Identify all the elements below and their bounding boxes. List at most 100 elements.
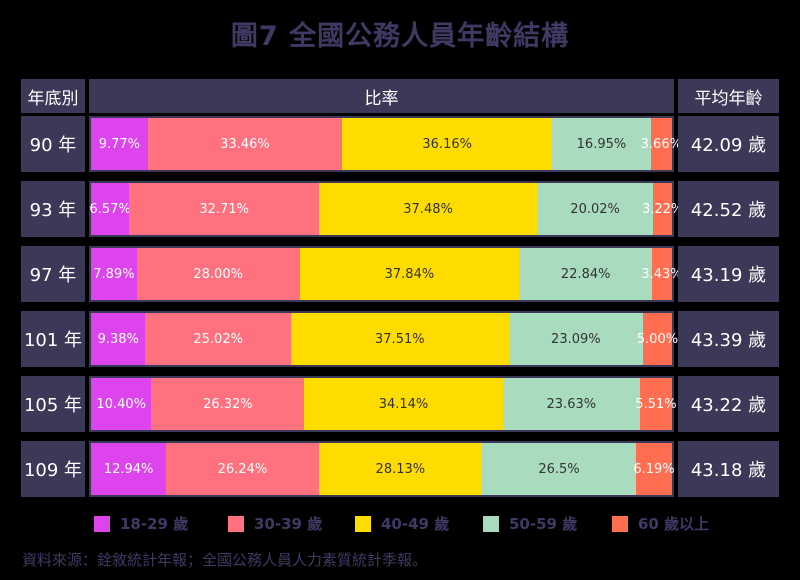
- stacked-bar: 6.57% 32.71% 37.48% 20.02% 3.22%: [89, 183, 683, 235]
- bar-segment-40-49: 37.84%: [299, 248, 520, 300]
- data-label: 9.38%: [97, 331, 139, 347]
- stacked-bar: 9.38% 25.02% 37.51% 23.09% 5.00%: [91, 313, 678, 365]
- data-label: 7.89%: [93, 266, 135, 282]
- bar-segment-50-59: 23.63%: [502, 378, 640, 430]
- source-note: 資料來源：銓敘統計年報；全國公務人員人力素質統計季報。: [22, 551, 428, 569]
- bar-segment-18-29: 6.57%: [89, 183, 131, 235]
- bar-segment-30-39: 28.00%: [136, 248, 300, 300]
- bar-segment-30-39: 26.24%: [166, 443, 319, 495]
- data-label: 20.02%: [570, 201, 620, 217]
- bar-row: 7.89% 28.00% 37.84% 22.84% 3.43%: [89, 246, 683, 302]
- stacked-bar: 12.94% 26.24% 28.13% 26.5% 6.19%: [91, 443, 675, 495]
- bar-segment-40-49: 28.13%: [318, 443, 483, 495]
- legend-swatch: [483, 515, 499, 532]
- data-label: 10.40%: [96, 396, 146, 412]
- stacked-bar: 10.40% 26.32% 34.14% 23.63% 5.51%: [91, 378, 677, 430]
- bar-segment-40-49: 37.48%: [319, 183, 537, 235]
- data-label: 12.94%: [103, 461, 154, 477]
- bar-row: 9.77% 33.46% 36.16% 16.95% 3.66%: [89, 116, 682, 172]
- data-label: 25.02%: [193, 331, 243, 347]
- data-label: 3.22%: [641, 201, 684, 217]
- bar-segment-60-plus: 3.43%: [641, 248, 683, 300]
- data-label: 16.95%: [576, 136, 627, 152]
- row-average-age: 43.39 歲: [678, 311, 779, 367]
- data-label: 26.24%: [217, 461, 268, 477]
- bar-segment-50-59: 22.84%: [519, 248, 653, 300]
- bar-segment-18-29: 12.94%: [91, 443, 167, 495]
- data-label: 37.48%: [403, 201, 453, 217]
- data-label: 5.51%: [635, 396, 677, 412]
- legend-label: 50-59 歲: [509, 515, 578, 533]
- header-ratio: 比率: [89, 79, 674, 113]
- legend-item-30-39: 30-39 歲: [228, 513, 322, 534]
- legend-label: 18-29 歲: [120, 515, 189, 533]
- bar-segment-18-29: 9.77%: [91, 118, 148, 170]
- row-average-age: 43.19 歲: [678, 246, 779, 302]
- bar-segment-30-39: 26.32%: [151, 378, 305, 430]
- bar-segment-50-59: 16.95%: [552, 118, 651, 170]
- data-label: 6.19%: [633, 461, 675, 477]
- bar-segment-18-29: 10.40%: [91, 378, 152, 430]
- row-year-label: 93 年: [21, 181, 85, 237]
- data-label: 37.51%: [375, 331, 425, 347]
- bar-segment-60-plus: 5.00%: [637, 313, 678, 365]
- row-year-label: 90 年: [21, 116, 85, 172]
- data-label: 37.84%: [384, 266, 435, 282]
- legend-item-60-plus: 60 歲以上: [612, 513, 709, 534]
- bar-row: 9.38% 25.02% 37.51% 23.09% 5.00%: [89, 311, 678, 367]
- bar-segment-60-plus: 3.22%: [642, 183, 683, 235]
- row-year-label: 109 年: [21, 441, 85, 497]
- bar-segment-50-59: 20.02%: [536, 183, 654, 235]
- data-label: 5.00%: [636, 331, 679, 347]
- data-label: 36.16%: [422, 136, 472, 152]
- bar-segment-50-59: 26.5%: [482, 443, 636, 495]
- data-label: 28.13%: [375, 461, 426, 477]
- stacked-bar: 9.77% 33.46% 36.16% 16.95% 3.66%: [91, 118, 682, 170]
- bar-segment-50-59: 23.09%: [508, 313, 643, 365]
- bar-segment-40-49: 37.51%: [290, 313, 509, 365]
- bar-segment-30-39: 33.46%: [147, 118, 343, 170]
- bar-row: 12.94% 26.24% 28.13% 26.5% 6.19%: [89, 441, 675, 497]
- data-label: 26.5%: [538, 461, 580, 477]
- stacked-bar: 7.89% 28.00% 37.84% 22.84% 3.43%: [91, 248, 683, 300]
- legend-swatch: [612, 515, 628, 532]
- data-label: 9.77%: [98, 136, 141, 152]
- bar-row: 6.57% 32.71% 37.48% 20.02% 3.22%: [89, 181, 683, 237]
- bar-segment-60-plus: 3.66%: [641, 118, 682, 170]
- bar-segment-60-plus: 6.19%: [633, 443, 675, 495]
- legend: 18-29 歲 30-39 歲 40-49 歲 50-59 歲 60 歲以上: [0, 513, 800, 537]
- legend-swatch: [355, 515, 371, 532]
- data-label: 6.57%: [89, 201, 131, 217]
- legend-label: 40-49 歲: [381, 515, 450, 533]
- legend-swatch: [228, 515, 244, 532]
- data-label: 22.84%: [560, 266, 611, 282]
- bar-segment-18-29: 7.89%: [91, 248, 137, 300]
- row-average-age: 43.22 歲: [678, 376, 779, 432]
- legend-item-50-59: 50-59 歲: [483, 513, 577, 534]
- legend-label: 30-39 歲: [254, 515, 323, 533]
- row-year-label: 105 年: [21, 376, 85, 432]
- header-year: 年底別: [21, 79, 85, 113]
- data-label: 23.09%: [551, 331, 601, 347]
- legend-label: 60 歲以上: [638, 515, 710, 533]
- bar-segment-40-49: 34.14%: [304, 378, 503, 430]
- header-avg-age: 平均年齡: [678, 79, 779, 113]
- chart-title: 圖7 全國公務人員年齡結構: [230, 21, 570, 52]
- bar-segment-60-plus: 5.51%: [635, 378, 677, 430]
- bar-row: 10.40% 26.32% 34.14% 23.63% 5.51%: [89, 376, 677, 432]
- data-label: 23.63%: [546, 396, 597, 412]
- bar-segment-30-39: 25.02%: [145, 313, 291, 365]
- row-year-label: 101 年: [21, 311, 85, 367]
- data-label: 34.14%: [378, 396, 429, 412]
- row-average-age: 43.18 歲: [678, 441, 779, 497]
- bar-segment-40-49: 36.16%: [342, 118, 553, 170]
- data-label: 3.66%: [640, 136, 682, 152]
- data-label: 32.71%: [199, 201, 249, 217]
- row-average-age: 42.52 歲: [678, 181, 779, 237]
- bar-segment-30-39: 32.71%: [129, 183, 320, 235]
- bar-segment-18-29: 9.38%: [91, 313, 146, 365]
- legend-item-18-29: 18-29 歲: [94, 513, 188, 534]
- data-label: 3.43%: [641, 266, 683, 282]
- data-label: 33.46%: [220, 136, 270, 152]
- data-label: 28.00%: [193, 266, 243, 282]
